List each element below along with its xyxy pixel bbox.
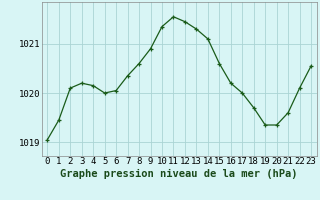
X-axis label: Graphe pression niveau de la mer (hPa): Graphe pression niveau de la mer (hPa) xyxy=(60,169,298,179)
